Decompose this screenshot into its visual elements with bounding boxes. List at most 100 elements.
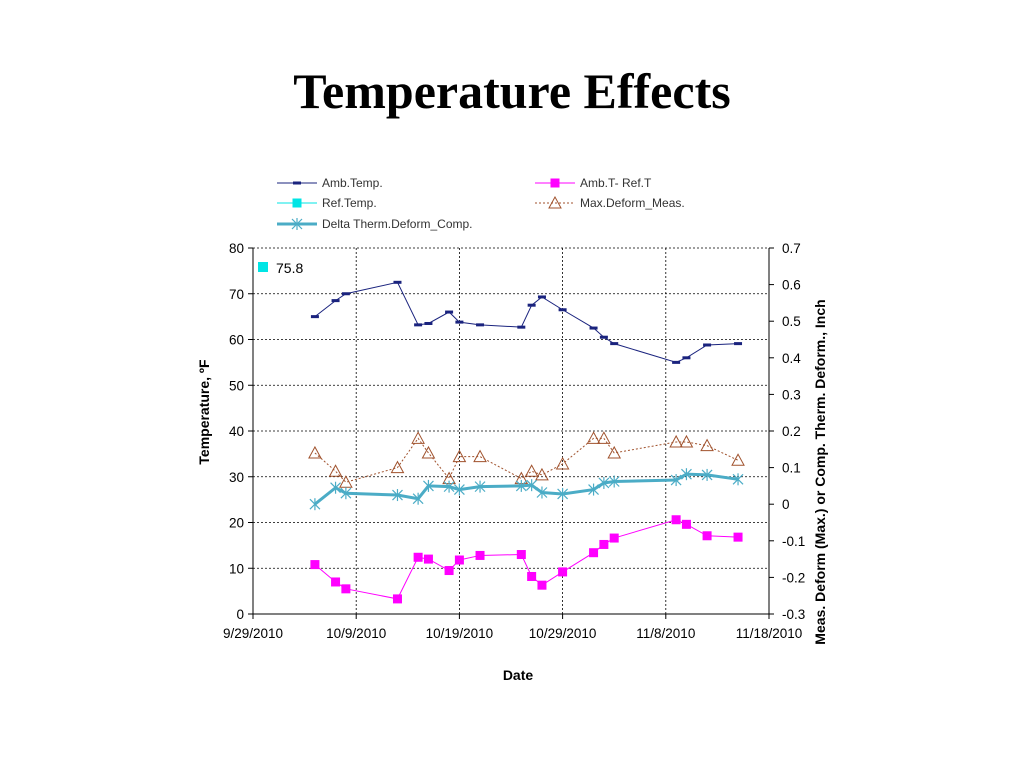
data-point-delta-therm-deform-comp (681, 468, 692, 481)
y2-tick-label: 0.3 (782, 387, 801, 402)
data-point-amb-t-ref-t (413, 552, 423, 562)
chart-grid (253, 247, 769, 614)
series-line-amb-temp (314, 281, 739, 363)
data-point-delta-therm-deform-comp (670, 474, 682, 487)
data-point-amb-temp (599, 335, 608, 339)
data-point-amb-temp (517, 325, 526, 329)
legend-label: Amb.T- Ref.T (580, 176, 652, 190)
x-tick-label: 10/9/2010 (326, 626, 386, 641)
data-point-max-deform-meas (669, 434, 683, 448)
y-tick-label: 70 (229, 287, 244, 302)
y2-tick-label: 0.5 (782, 314, 801, 329)
data-point-delta-therm-deform-comp (330, 481, 341, 494)
data-point-amb-temp (672, 360, 681, 364)
y-tick-label: 30 (229, 470, 244, 485)
y2-tick-label: 0.2 (782, 424, 801, 439)
legend-label: Ref.Temp. (322, 196, 377, 210)
y2-tick-label: 0.6 (782, 278, 801, 293)
x-tick-label: 10/29/2010 (529, 626, 597, 641)
data-point-amb-t-ref-t (516, 550, 526, 560)
data-point-amb-temp (703, 343, 712, 347)
data-point-amb-t-ref-t (527, 571, 537, 581)
data-point-delta-therm-deform-comp (526, 479, 538, 492)
data-point-max-deform-meas (452, 449, 467, 463)
data-point-amb-t-ref-t (331, 577, 341, 587)
data-point-amb-temp (537, 295, 546, 299)
data-point-delta-therm-deform-comp (557, 487, 569, 500)
y-tick-label: 60 (229, 333, 244, 348)
data-point-amb-t-ref-t (733, 532, 743, 542)
y-tick-label: 20 (229, 516, 244, 531)
legend-marker (550, 178, 560, 188)
data-point-max-deform-meas (328, 464, 343, 477)
y-tick-label: 0 (236, 607, 244, 622)
data-point-delta-therm-deform-comp (598, 476, 610, 489)
y2-tick-label: 0.7 (782, 241, 801, 256)
data-point-amb-t-ref-t (341, 584, 351, 594)
legend-label: Amb.Temp. (322, 176, 383, 190)
data-point-delta-therm-deform-comp (453, 483, 465, 496)
data-point-delta-therm-deform-comp (423, 479, 434, 492)
data-point-delta-therm-deform-comp (412, 492, 424, 505)
series-amb-temp (310, 280, 743, 364)
series-line-delta-therm-deform-comp (313, 472, 739, 506)
x-tick-label: 11/18/2010 (736, 626, 803, 641)
data-point-amb-t-ref-t (702, 531, 712, 541)
slide-title: Temperature Effects (293, 63, 731, 119)
data-point-amb-temp (610, 342, 619, 346)
data-point-max-deform-meas (679, 434, 694, 448)
data-point-delta-therm-deform-comp (732, 473, 744, 486)
data-point-max-deform-meas (473, 449, 487, 463)
y2-tick-label: 0 (782, 497, 790, 512)
data-point-amb-t-ref-t (454, 555, 464, 565)
y-tick-label: 80 (229, 241, 244, 256)
data-point-amb-temp (310, 315, 319, 319)
y-tick-label: 40 (229, 424, 244, 439)
data-point-amb-temp (414, 323, 423, 327)
legend-item-max-deform-meas: Max.Deform_Meas. (535, 195, 685, 210)
x-tick-label: 11/8/2010 (636, 626, 695, 641)
legend-item-delta-therm-deform-comp: Delta Therm.Deform_Comp. (277, 217, 473, 231)
data-point-delta-therm-deform-comp (588, 483, 599, 496)
data-point-delta-therm-deform-comp (608, 475, 620, 488)
y-axis-label: Temperature, ºF (196, 359, 212, 465)
y-tick-label: 10 (229, 561, 244, 576)
data-point-amb-t-ref-t (671, 515, 681, 525)
y2-tick-label: 0.4 (782, 351, 801, 366)
legend-marker (293, 181, 301, 185)
data-point-delta-therm-deform-comp (701, 468, 713, 481)
data-point-max-deform-meas (607, 445, 622, 459)
y2-tick-label: -0.2 (782, 570, 805, 585)
series-delta-therm-deform-comp (309, 468, 744, 511)
data-point-max-deform-meas (524, 464, 539, 477)
data-point-amb-temp (424, 321, 433, 325)
x-tick-label: 9/29/2010 (223, 626, 283, 641)
data-point-amb-temp (455, 320, 464, 324)
data-point-amb-temp (331, 299, 340, 303)
series-line-amb-t-ref-t (314, 519, 739, 600)
y2-axis-label: Meas. Deform (Max.) or Comp. Therm. Defo… (812, 299, 828, 644)
data-point-amb-temp (558, 308, 567, 312)
data-point-max-deform-meas (731, 453, 745, 466)
chart-annotation: 75.8 (258, 260, 303, 276)
legend-marker (548, 195, 562, 209)
data-point-amb-t-ref-t (423, 554, 433, 564)
data-point-max-deform-meas (597, 431, 611, 444)
data-point-amb-t-ref-t (475, 550, 485, 560)
chart-series (308, 280, 745, 604)
data-point-amb-t-ref-t (537, 580, 547, 590)
data-point-delta-therm-deform-comp (536, 486, 548, 499)
data-point-amb-t-ref-t (444, 566, 454, 576)
data-point-amb-t-ref-t (599, 539, 609, 549)
data-point-delta-therm-deform-comp (340, 487, 352, 500)
data-point-amb-t-ref-t (589, 548, 599, 558)
series-amb-t-ref-t (310, 515, 743, 604)
legend-item-amb-temp: Amb.Temp. (277, 176, 383, 190)
data-point-max-deform-meas (535, 467, 549, 481)
legend-item-ref-temp: Ref.Temp. (277, 196, 377, 210)
x-tick-label: 10/19/2010 (426, 626, 494, 641)
data-point-max-deform-meas (308, 445, 322, 459)
data-point-delta-therm-deform-comp (515, 479, 527, 492)
data-point-amb-t-ref-t (558, 567, 568, 577)
